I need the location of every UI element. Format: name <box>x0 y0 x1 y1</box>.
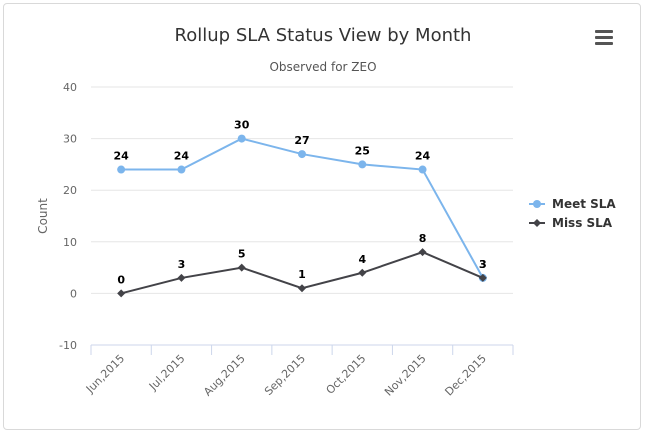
legend-item-label[interactable]: Meet SLA <box>552 197 616 211</box>
data-point[interactable] <box>358 268 367 277</box>
series-layer <box>117 134 487 298</box>
y-tick-label: 40 <box>63 81 77 94</box>
legend: Meet SLA Miss SLA <box>529 197 616 230</box>
legend-item-label[interactable]: Miss SLA <box>552 216 613 230</box>
data-label: 3 <box>479 258 487 271</box>
y-tick-label: -10 <box>59 339 77 352</box>
data-label: 8 <box>419 232 427 245</box>
x-axis: Jun,2015 Jul,2015 Aug,2015 Sep,2015 Oct,2015… <box>83 344 514 399</box>
data-point[interactable] <box>418 165 427 174</box>
data-label: 25 <box>355 144 370 157</box>
data-point[interactable] <box>237 263 246 272</box>
data-point[interactable] <box>358 160 367 169</box>
data-point[interactable] <box>298 150 306 159</box>
data-point[interactable] <box>418 248 427 257</box>
y-tick-label: 10 <box>63 236 77 249</box>
data-label: 5 <box>238 248 246 261</box>
data-label: 0 <box>117 273 125 286</box>
legend-marker[interactable] <box>533 219 541 227</box>
data-label: 30 <box>234 119 250 132</box>
y-axis-ticks: -10 0 10 20 30 40 <box>59 81 77 352</box>
chart-title: Rollup SLA Status View by Month <box>175 25 472 46</box>
x-tick-label: Jun,2015 <box>83 352 127 396</box>
data-point[interactable] <box>298 284 306 293</box>
data-label: 24 <box>113 150 129 163</box>
data-point[interactable] <box>177 165 186 174</box>
y-tick-label: 20 <box>63 184 77 197</box>
data-point[interactable] <box>237 134 246 143</box>
x-tick-label: Dec,2015 <box>442 352 489 399</box>
x-tick-label: Sep,2015 <box>262 352 308 398</box>
x-tick-label: Nov,2015 <box>382 352 429 399</box>
chart-container <box>3 3 641 430</box>
y-axis-title: Count <box>36 198 50 234</box>
x-tick-label: Aug,2015 <box>201 352 248 399</box>
data-point[interactable] <box>478 273 487 282</box>
data-label: 24 <box>415 150 431 163</box>
y-tick-label: 30 <box>63 133 77 146</box>
data-label: 24 <box>174 150 190 163</box>
data-label: 3 <box>178 258 186 271</box>
x-tick-label: Jul,2015 <box>146 352 188 394</box>
data-point[interactable] <box>177 273 186 282</box>
y-tick-label: 0 <box>70 287 77 300</box>
legend-marker[interactable] <box>533 200 541 208</box>
chart-subtitle: Observed for ZEO <box>269 60 376 74</box>
gridlines <box>91 86 513 346</box>
data-point[interactable] <box>117 289 126 298</box>
data-label: 3 <box>479 258 487 271</box>
hamburger-menu-icon[interactable] <box>592 30 616 50</box>
data-label: 27 <box>294 134 309 147</box>
data-label: 4 <box>358 253 366 266</box>
data-label: 1 <box>298 268 306 281</box>
x-tick-label: Oct,2015 <box>323 352 368 397</box>
data-point[interactable] <box>117 165 126 174</box>
